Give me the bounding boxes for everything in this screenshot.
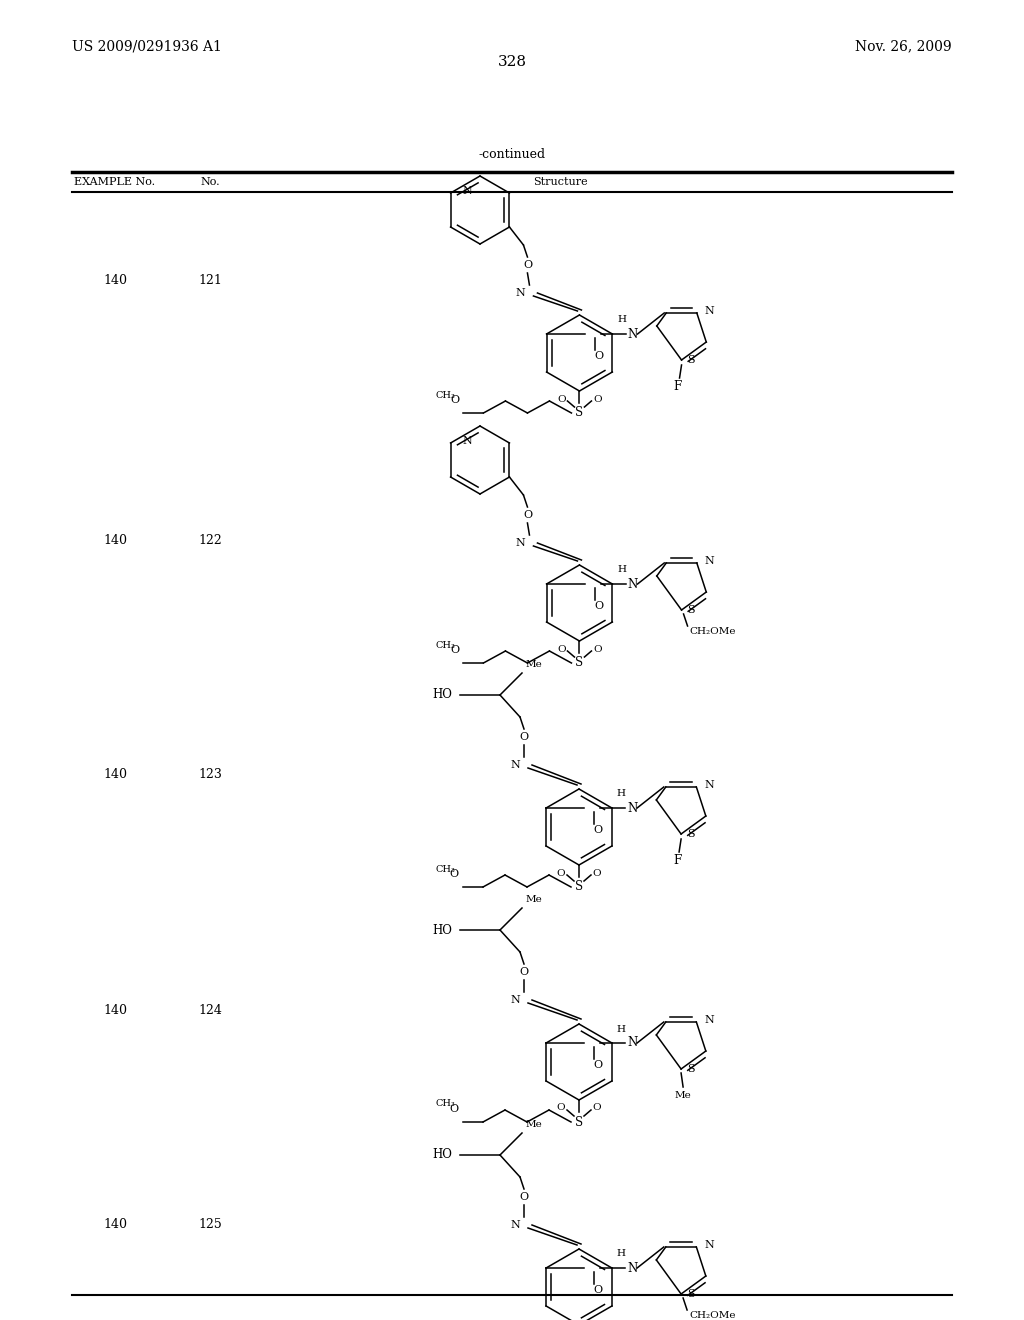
Text: H: H	[616, 789, 626, 799]
Text: HO: HO	[432, 924, 452, 936]
Text: H: H	[616, 1250, 626, 1258]
Text: N: N	[628, 578, 638, 590]
Text: O: O	[594, 351, 603, 360]
Text: 124: 124	[198, 1003, 222, 1016]
Text: 140: 140	[103, 273, 127, 286]
Text: Me: Me	[526, 1119, 543, 1129]
Text: N: N	[705, 556, 715, 566]
Text: N: N	[705, 780, 714, 789]
Text: O: O	[593, 644, 602, 653]
Text: CH₃: CH₃	[435, 391, 456, 400]
Text: O: O	[557, 644, 565, 653]
Text: EXAMPLE No.: EXAMPLE No.	[75, 177, 156, 187]
Text: CH₃: CH₃	[435, 1100, 455, 1109]
Text: 121: 121	[198, 273, 222, 286]
Text: 123: 123	[198, 768, 222, 781]
Text: 140: 140	[103, 1003, 127, 1016]
Text: O: O	[519, 733, 528, 742]
Text: O: O	[523, 260, 532, 271]
Text: N: N	[463, 186, 472, 195]
Text: CH₂OMe: CH₂OMe	[689, 1312, 735, 1320]
Text: O: O	[594, 1060, 603, 1071]
Text: 140: 140	[103, 1218, 127, 1232]
Text: O: O	[451, 645, 460, 655]
Text: Me: Me	[526, 660, 543, 669]
Text: N: N	[516, 539, 525, 548]
Text: No.: No.	[200, 177, 220, 187]
Text: Me: Me	[526, 895, 543, 904]
Text: 125: 125	[198, 1218, 222, 1232]
Text: S: S	[575, 656, 584, 669]
Text: HO: HO	[432, 689, 452, 701]
Text: Me: Me	[675, 1090, 691, 1100]
Text: US 2009/0291936 A1: US 2009/0291936 A1	[72, 40, 222, 53]
Text: O: O	[557, 395, 565, 404]
Text: S: S	[574, 1115, 583, 1129]
Text: S: S	[687, 829, 694, 840]
Text: O: O	[450, 869, 459, 879]
Text: O: O	[451, 395, 460, 405]
Text: S: S	[687, 605, 695, 615]
Text: N: N	[705, 1015, 714, 1024]
Text: S: S	[687, 355, 695, 366]
Text: CH₂OMe: CH₂OMe	[689, 627, 736, 636]
Text: N: N	[705, 1239, 714, 1250]
Text: Structure: Structure	[532, 177, 588, 187]
Text: 328: 328	[498, 55, 526, 69]
Text: N: N	[627, 801, 637, 814]
Text: O: O	[594, 825, 603, 836]
Text: 140: 140	[103, 768, 127, 781]
Text: O: O	[557, 1104, 565, 1113]
Text: O: O	[593, 869, 601, 878]
Text: N: N	[627, 1262, 637, 1275]
Text: CH₃: CH₃	[435, 640, 456, 649]
Text: N: N	[627, 1036, 637, 1049]
Text: O: O	[594, 601, 603, 611]
Text: O: O	[593, 1104, 601, 1113]
Text: N: N	[510, 995, 520, 1005]
Text: N: N	[516, 288, 525, 298]
Text: N: N	[705, 306, 715, 315]
Text: O: O	[523, 510, 532, 520]
Text: S: S	[687, 1064, 694, 1074]
Text: S: S	[575, 407, 584, 420]
Text: S: S	[687, 1290, 694, 1299]
Text: N: N	[463, 436, 472, 446]
Text: O: O	[450, 1104, 459, 1114]
Text: S: S	[574, 880, 583, 894]
Text: HO: HO	[432, 1148, 452, 1162]
Text: -continued: -continued	[478, 149, 546, 161]
Text: F: F	[674, 380, 682, 392]
Text: O: O	[594, 1284, 603, 1295]
Text: O: O	[557, 869, 565, 878]
Text: Nov. 26, 2009: Nov. 26, 2009	[855, 40, 952, 53]
Text: N: N	[628, 327, 638, 341]
Text: F: F	[673, 854, 681, 866]
Text: 122: 122	[198, 533, 222, 546]
Text: H: H	[617, 315, 626, 325]
Text: O: O	[519, 968, 528, 977]
Text: 140: 140	[103, 533, 127, 546]
Text: N: N	[510, 1220, 520, 1230]
Text: CH₃: CH₃	[435, 865, 455, 874]
Text: H: H	[616, 1024, 626, 1034]
Text: H: H	[617, 565, 626, 574]
Text: O: O	[593, 395, 602, 404]
Text: N: N	[510, 760, 520, 770]
Text: O: O	[519, 1192, 528, 1203]
